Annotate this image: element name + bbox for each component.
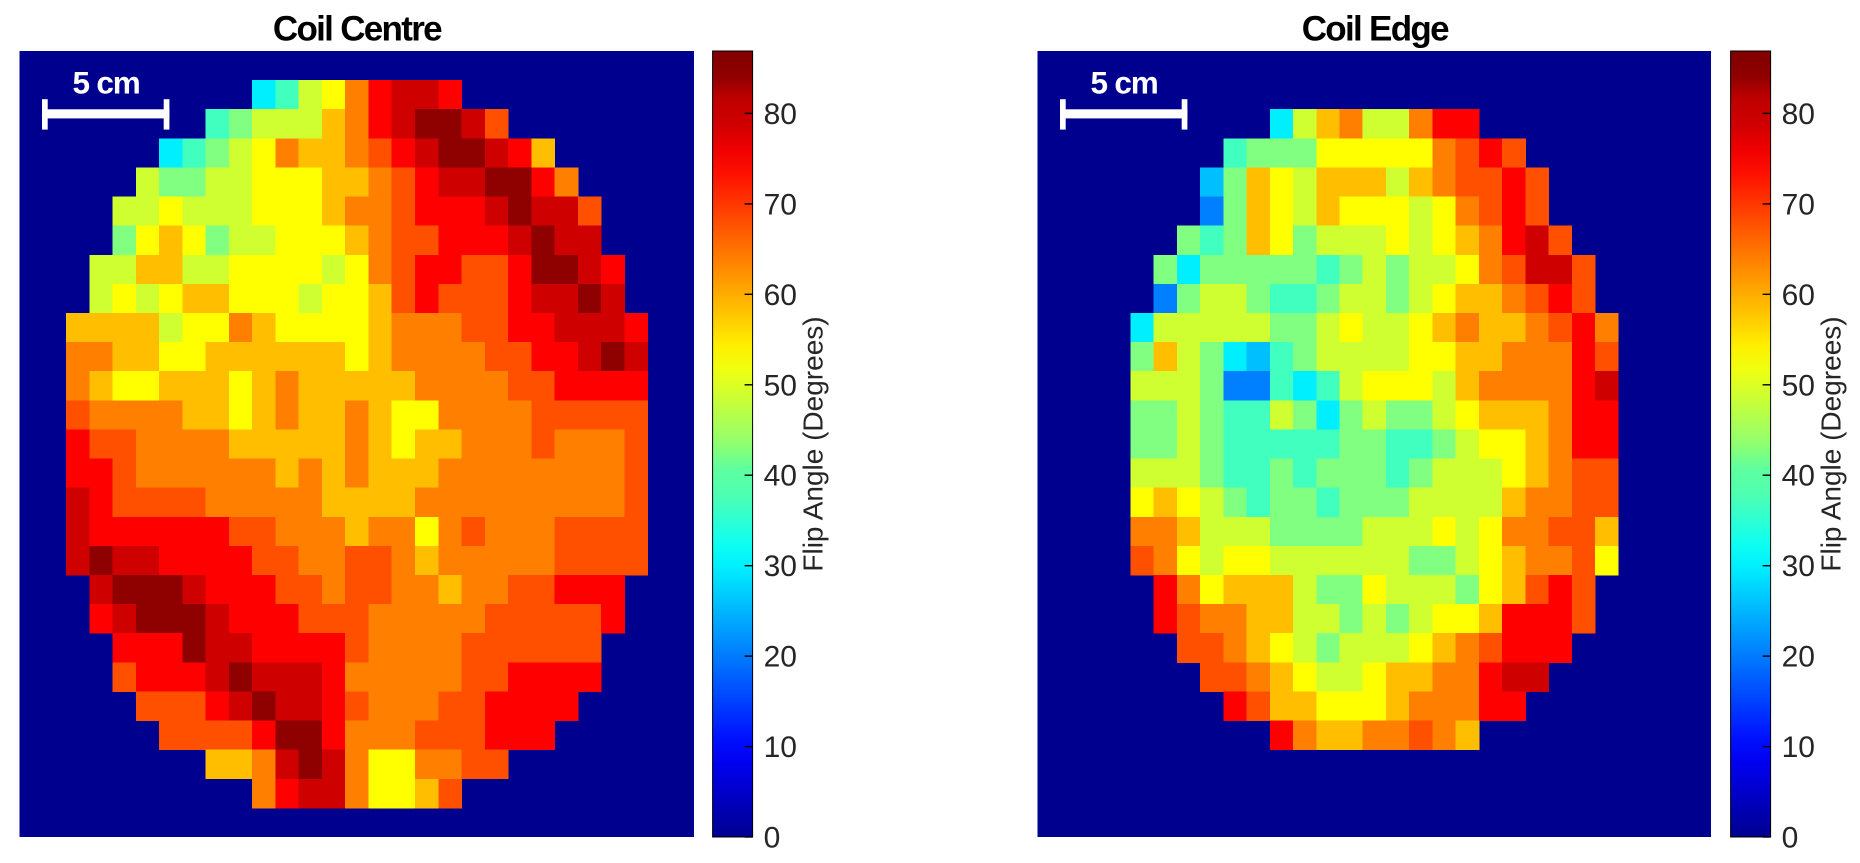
svg-text:40: 40 (1782, 460, 1815, 493)
svg-text:50: 50 (1782, 369, 1815, 402)
svg-text:20: 20 (1782, 641, 1815, 674)
svg-text:Flip Angle (Degrees): Flip Angle (Degrees) (798, 316, 829, 571)
svg-text:20: 20 (764, 641, 797, 674)
svg-text:0: 0 (764, 822, 781, 855)
svg-text:Flip Angle (Degrees): Flip Angle (Degrees) (1816, 316, 1847, 571)
svg-text:80: 80 (764, 98, 797, 131)
svg-text:70: 70 (764, 188, 797, 221)
svg-text:60: 60 (764, 279, 797, 312)
svg-text:Coil Centre: Coil Centre (273, 10, 442, 49)
svg-text:Coil Edge: Coil Edge (1302, 10, 1449, 49)
svg-text:30: 30 (764, 550, 797, 583)
svg-text:0: 0 (1782, 822, 1799, 855)
svg-text:10: 10 (1782, 731, 1815, 764)
svg-text:5 cm: 5 cm (1091, 65, 1158, 101)
svg-text:40: 40 (764, 460, 797, 493)
svg-text:60: 60 (1782, 279, 1815, 312)
svg-text:10: 10 (764, 731, 797, 764)
svg-text:5 cm: 5 cm (73, 65, 140, 101)
svg-text:80: 80 (1782, 98, 1815, 131)
svg-text:70: 70 (1782, 188, 1815, 221)
svg-text:30: 30 (1782, 550, 1815, 583)
svg-text:50: 50 (764, 369, 797, 402)
